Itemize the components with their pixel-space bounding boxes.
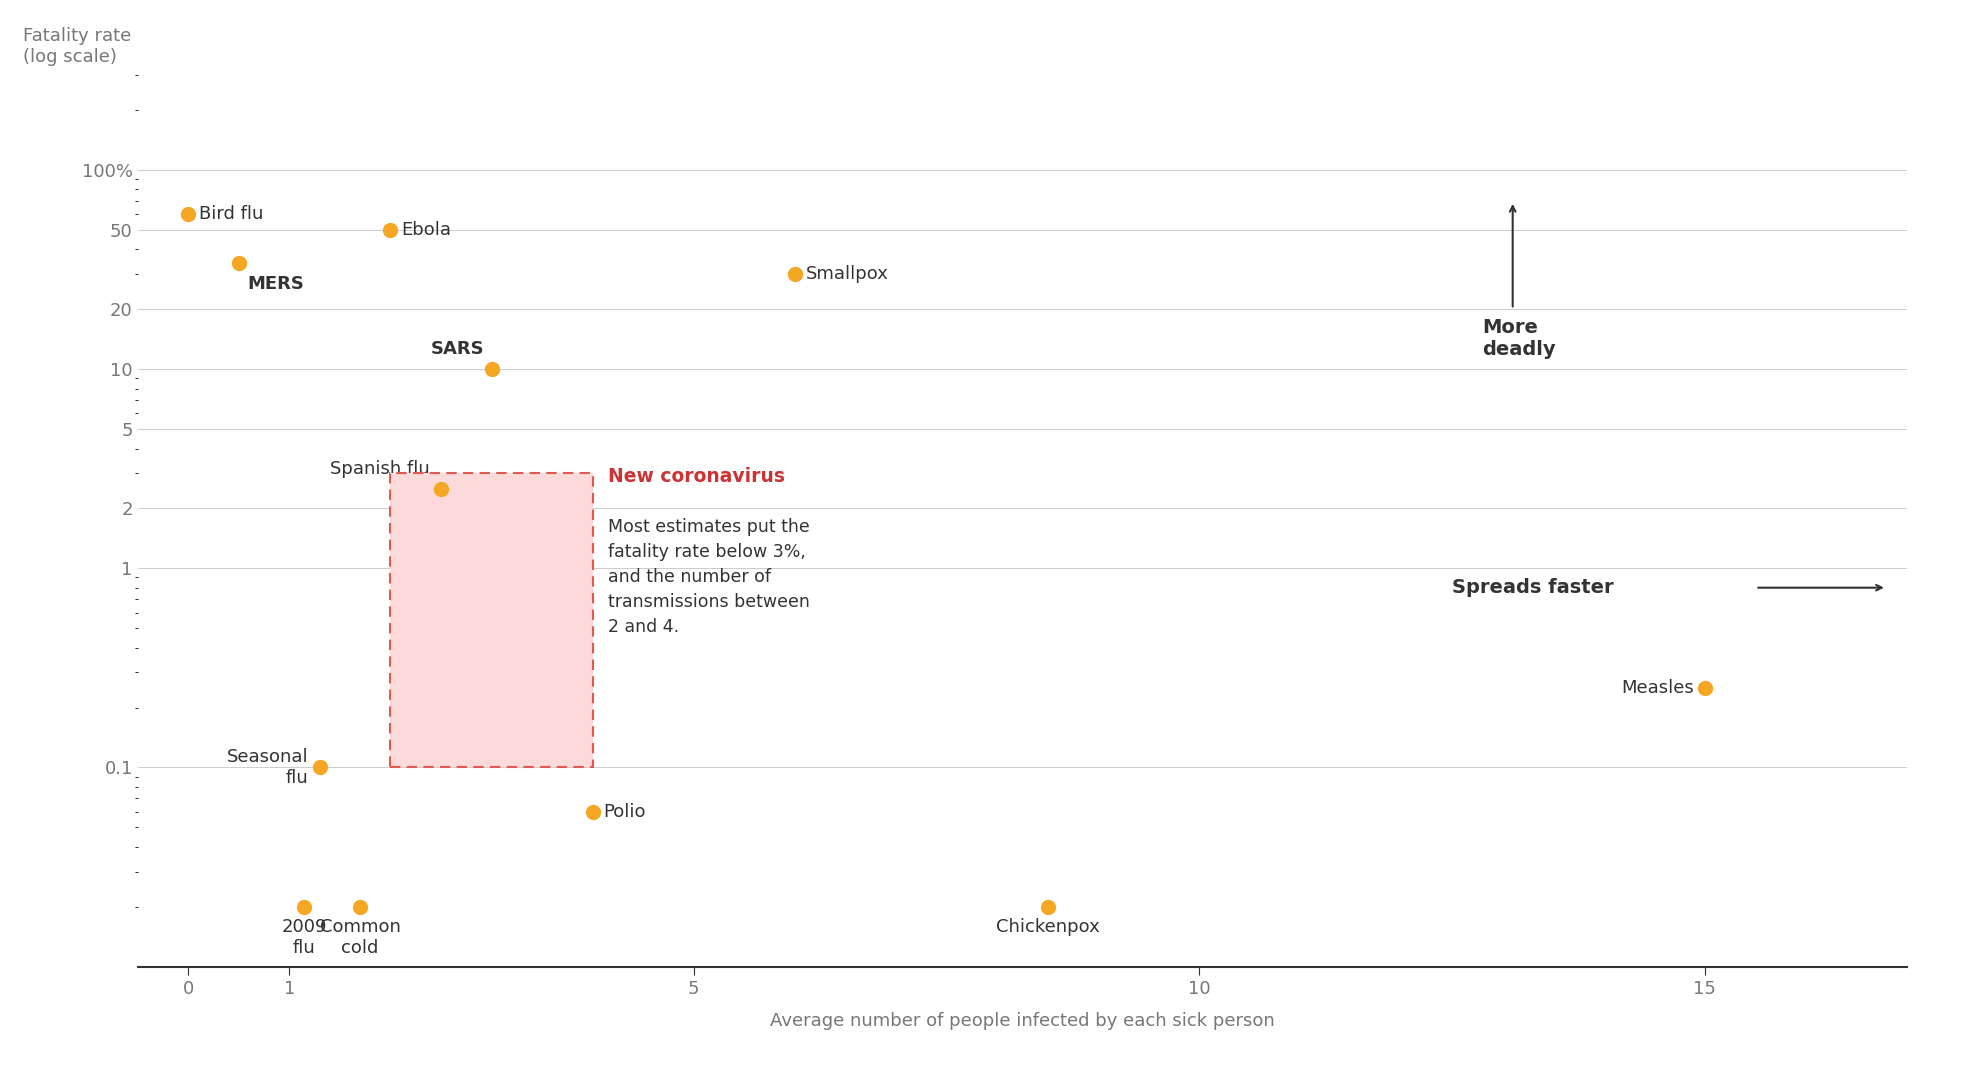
Text: Bird flu: Bird flu bbox=[199, 205, 263, 223]
Text: Chickenpox: Chickenpox bbox=[995, 918, 1099, 935]
Text: Ebola: Ebola bbox=[401, 221, 452, 240]
Text: Measles: Measles bbox=[1620, 679, 1693, 697]
Text: Smallpox: Smallpox bbox=[806, 265, 889, 284]
Bar bbox=[391, 474, 592, 768]
Point bbox=[1032, 898, 1064, 915]
Text: Spanish flu: Spanish flu bbox=[330, 460, 431, 478]
Text: Seasonal
flu: Seasonal flu bbox=[226, 749, 309, 787]
Text: 2009
flu: 2009 flu bbox=[281, 918, 326, 957]
Point bbox=[779, 265, 810, 282]
Text: More
deadly: More deadly bbox=[1482, 319, 1555, 360]
Point bbox=[173, 206, 204, 223]
Point bbox=[476, 361, 507, 378]
Text: Fatality rate
(log scale): Fatality rate (log scale) bbox=[22, 28, 132, 67]
Text: Common
cold: Common cold bbox=[320, 918, 401, 957]
Text: Polio: Polio bbox=[604, 802, 647, 821]
X-axis label: Average number of people infected by each sick person: Average number of people infected by eac… bbox=[771, 1012, 1274, 1030]
Point bbox=[222, 255, 254, 272]
Point bbox=[376, 221, 407, 238]
Text: MERS: MERS bbox=[248, 275, 305, 292]
Point bbox=[344, 898, 376, 915]
Text: New coronavirus: New coronavirus bbox=[607, 467, 784, 485]
Point bbox=[289, 898, 320, 915]
Point bbox=[576, 803, 607, 821]
Text: Spreads faster: Spreads faster bbox=[1453, 578, 1614, 597]
Text: SARS: SARS bbox=[431, 340, 484, 358]
Point bbox=[425, 480, 456, 497]
Text: Most estimates put the
fatality rate below 3%,
and the number of
transmissions b: Most estimates put the fatality rate bel… bbox=[607, 518, 810, 636]
Point bbox=[305, 759, 336, 777]
Point bbox=[1689, 680, 1720, 697]
